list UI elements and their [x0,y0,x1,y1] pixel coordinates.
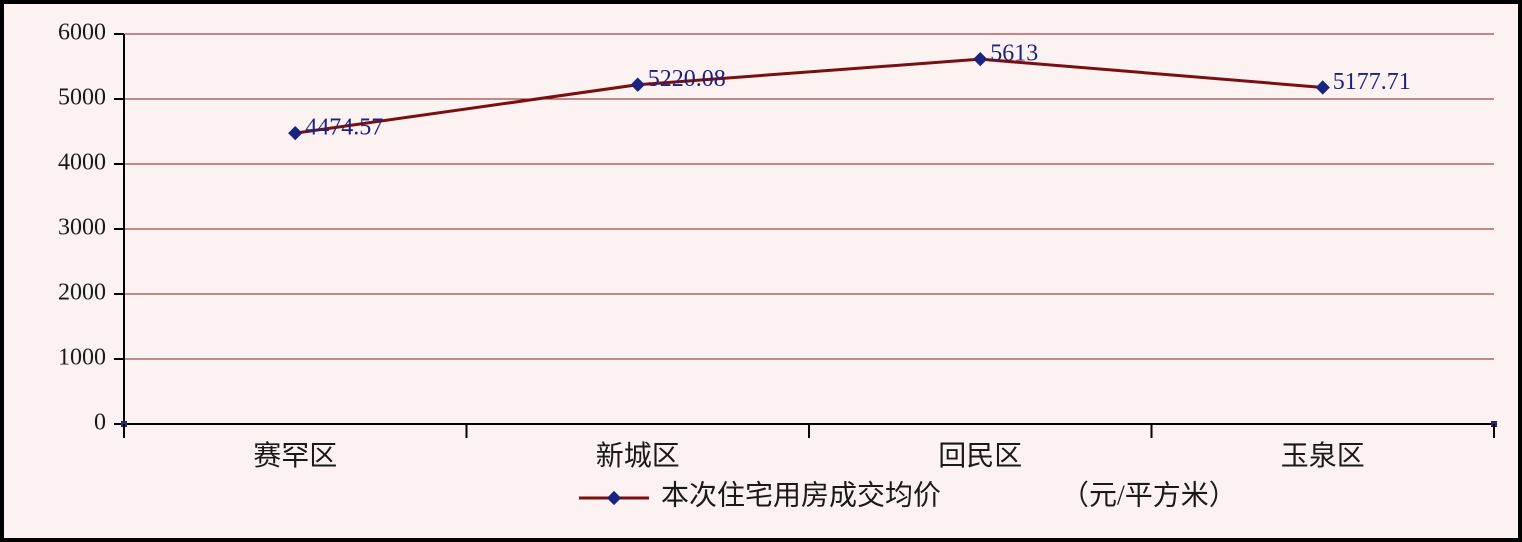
x-tick-label: 赛罕区 [253,440,337,472]
data-marker [973,52,987,66]
data-label: 4474.57 [305,115,383,141]
chart: 0 1000 2000 3000 4000 5000 6000 赛罕区 新城区 回民区 玉泉区 447… [4,4,1518,538]
data-marker [1316,80,1330,94]
data-marker [288,126,302,140]
y-tick-label: 0 [94,410,106,436]
legend-marker-icon [607,491,621,505]
data-label: 5177.71 [1333,69,1411,95]
x-tick-label: 新城区 [596,440,680,472]
y-tick-label: 4000 [58,150,106,176]
series-line [295,59,1323,133]
y-tick-label: 1000 [58,345,106,371]
y-tick-label: 5000 [58,85,106,111]
y-tick-label: 3000 [58,215,106,241]
x-tick-label: 回民区 [938,441,1022,472]
data-label: 5220.08 [648,66,726,92]
chart-container: 0 1000 2000 3000 4000 5000 6000 赛罕区 新城区 回民区 玉泉区 447… [0,0,1522,542]
y-tick-label: 2000 [58,280,106,306]
y-tick-label: 6000 [58,20,106,46]
legend-unit-label: （元/平方米） [1061,479,1237,511]
x-tick-label: 玉泉区 [1281,440,1365,472]
data-marker [631,78,645,92]
data-label: 5613 [990,41,1038,67]
legend-series-label: 本次住宅用房成交均价 [661,479,941,511]
